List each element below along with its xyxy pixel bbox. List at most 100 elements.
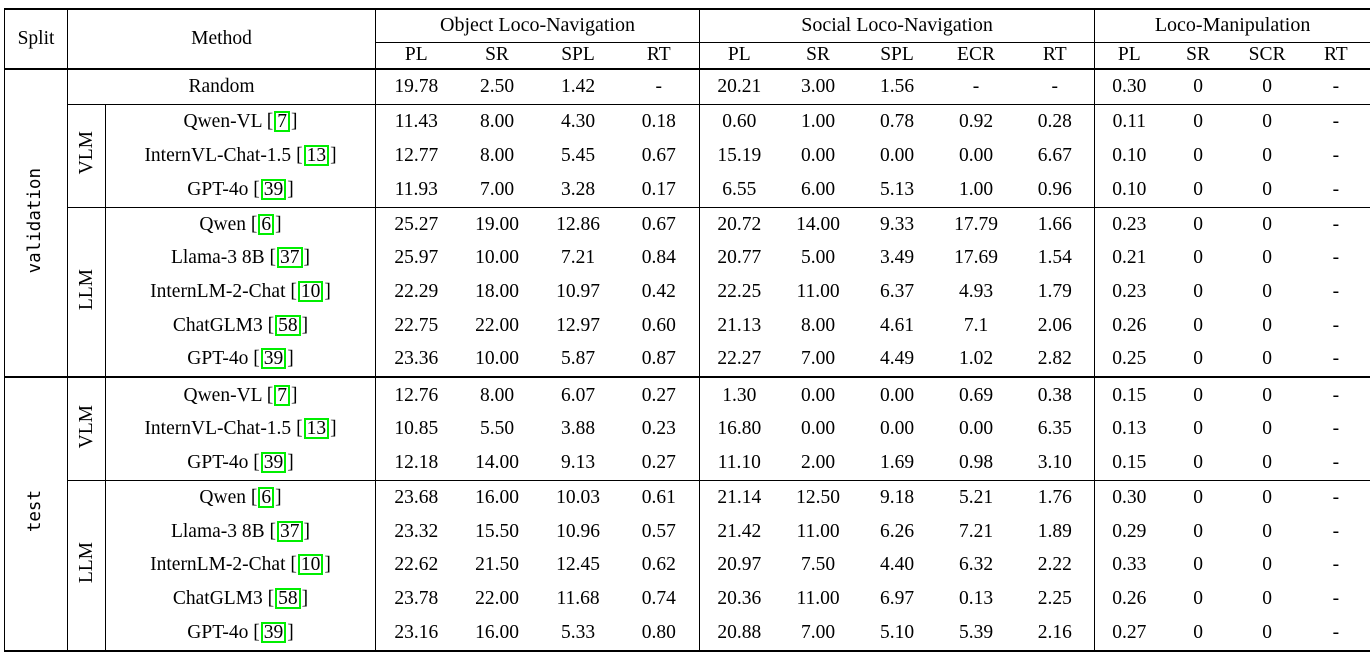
- col-header-spl-g0: SPL: [537, 42, 619, 70]
- value-cell: 5.33: [560, 621, 596, 643]
- value-cell: 17.69: [954, 247, 998, 269]
- method-name-text: Qwen-VL: [183, 384, 262, 406]
- value-cell: 0.13: [1094, 412, 1164, 447]
- value-cell: 0.60: [699, 104, 779, 140]
- citation-link[interactable]: 10: [297, 554, 324, 576]
- value-cell: 4.40: [879, 554, 915, 576]
- value-cell: 0.00: [958, 145, 994, 167]
- benchmark-results-table: Split Method Object Loco-Navigation Soci…: [4, 8, 1370, 652]
- value-cell: 9.33: [857, 206, 937, 242]
- table-row-validation-random: validation Random 19.78 2.50 1.42 - 20.21 3.00 1…: [4, 69, 1370, 378]
- value-cell: 3.10: [1037, 452, 1072, 474]
- method-llama-3-8b: Llama-3 8B [37]: [105, 514, 377, 549]
- value-cell: 10.85: [394, 418, 439, 440]
- citation-link[interactable]: 37: [277, 520, 303, 542]
- model-type-label-llm: LLM: [67, 206, 106, 378]
- value-cell: 8.00: [456, 104, 538, 140]
- value-cell: 4.61: [879, 314, 915, 336]
- method-name-text: GPT-4o: [187, 178, 249, 200]
- value-cell: 0: [1193, 178, 1203, 200]
- value-cell: -: [1332, 280, 1340, 302]
- method-gpt-4o: GPT-4o [39]: [105, 342, 377, 378]
- value-cell: 18.00: [475, 280, 519, 302]
- value-cell: 22.27: [699, 342, 779, 378]
- split-label-text: test: [25, 490, 46, 533]
- value-cell: 0: [1232, 104, 1302, 140]
- value-cell: 6.97: [879, 587, 915, 609]
- value-cell: 0: [1193, 314, 1203, 336]
- col-header-rt-g2: RT: [1301, 42, 1370, 70]
- citation-link[interactable]: 39: [260, 178, 287, 200]
- value-cell: 0.30: [1094, 480, 1164, 515]
- value-cell: 0: [1262, 418, 1272, 440]
- value-cell: 0: [1262, 280, 1272, 302]
- value-cell: 0: [1232, 376, 1302, 413]
- value-cell: 2.82: [1037, 348, 1072, 370]
- value-cell: 14.00: [475, 452, 519, 474]
- value-cell: 21.50: [475, 554, 519, 576]
- value-cell: 21.14: [699, 480, 779, 515]
- value-cell: 1.79: [1037, 280, 1072, 302]
- value-cell: 0.11: [1094, 104, 1164, 140]
- citation-link[interactable]: 39: [260, 348, 287, 370]
- value-cell: 0.26: [1094, 582, 1164, 616]
- value-cell: 11.00: [796, 520, 840, 542]
- group-header-row: Split Method Object Loco-Navigation Soci…: [4, 9, 1370, 70]
- value-cell: 1.02: [958, 348, 994, 370]
- value-cell: 12.76: [375, 376, 457, 413]
- value-cell: 0: [1262, 554, 1272, 576]
- value-cell: 11.68: [556, 587, 600, 609]
- value-cell: -: [1301, 206, 1370, 242]
- value-cell: 0.18: [618, 104, 700, 140]
- method-name-text: Qwen-VL: [183, 111, 262, 133]
- value-cell: 0.26: [1094, 308, 1164, 343]
- value-cell: -: [655, 76, 663, 98]
- method-name-text: Qwen: [199, 486, 246, 508]
- citation-link[interactable]: 58: [275, 587, 301, 609]
- value-cell: -: [1051, 76, 1059, 98]
- value-cell: 1.66: [1015, 206, 1095, 242]
- value-cell: 5.00: [800, 247, 836, 269]
- citation-link[interactable]: 37: [277, 247, 303, 269]
- split-label-validation: validation: [4, 69, 68, 378]
- citation-link[interactable]: 7: [274, 384, 290, 406]
- value-cell: 0.00: [879, 145, 915, 167]
- value-cell: 7.21: [958, 520, 994, 542]
- value-cell: 0: [1262, 348, 1272, 370]
- citation-link[interactable]: 13: [303, 418, 330, 440]
- value-cell: 0.29: [1094, 514, 1164, 549]
- value-cell: 12.77: [394, 145, 439, 167]
- citation-link[interactable]: 10: [297, 280, 324, 302]
- value-cell: 9.13: [560, 452, 596, 474]
- value-cell: 25.27: [375, 206, 457, 242]
- citation-link[interactable]: 7: [274, 111, 290, 133]
- value-cell: 0.78: [857, 104, 937, 140]
- value-cell: 0.98: [958, 452, 994, 474]
- col-header-pl-g0: PL: [375, 42, 457, 70]
- citation-link[interactable]: 6: [258, 213, 275, 235]
- value-cell: -: [1332, 178, 1340, 200]
- value-cell: 0: [1163, 104, 1233, 140]
- value-cell: 20.21: [699, 69, 779, 105]
- value-cell: 1.89: [1037, 520, 1072, 542]
- citation-link[interactable]: 39: [260, 452, 287, 474]
- method-qwen: Qwen [6]: [105, 206, 377, 242]
- citation-link[interactable]: 13: [303, 145, 330, 167]
- value-cell: 0.21: [1094, 241, 1164, 276]
- citation-link[interactable]: 58: [275, 314, 301, 336]
- value-cell: 16.00: [456, 480, 538, 515]
- value-cell: 0.57: [641, 520, 676, 542]
- value-cell: 9.18: [857, 480, 937, 515]
- method-qwen: Qwen [6]: [105, 480, 377, 515]
- model-type-label-text: LLM: [75, 268, 97, 310]
- value-cell: 6.26: [879, 520, 915, 542]
- value-cell: 0: [1262, 145, 1272, 167]
- method-name-text: Qwen: [199, 213, 246, 235]
- value-cell: -: [1332, 418, 1340, 440]
- value-cell: 0.28: [1015, 104, 1095, 140]
- citation-link[interactable]: 39: [260, 621, 287, 643]
- value-cell: 1.76: [1015, 480, 1095, 515]
- value-cell: 1.42: [560, 76, 596, 98]
- method-internvl-chat-1-5: InternVL-Chat-1.5 [13]: [105, 139, 377, 173]
- citation-link[interactable]: 6: [258, 486, 275, 508]
